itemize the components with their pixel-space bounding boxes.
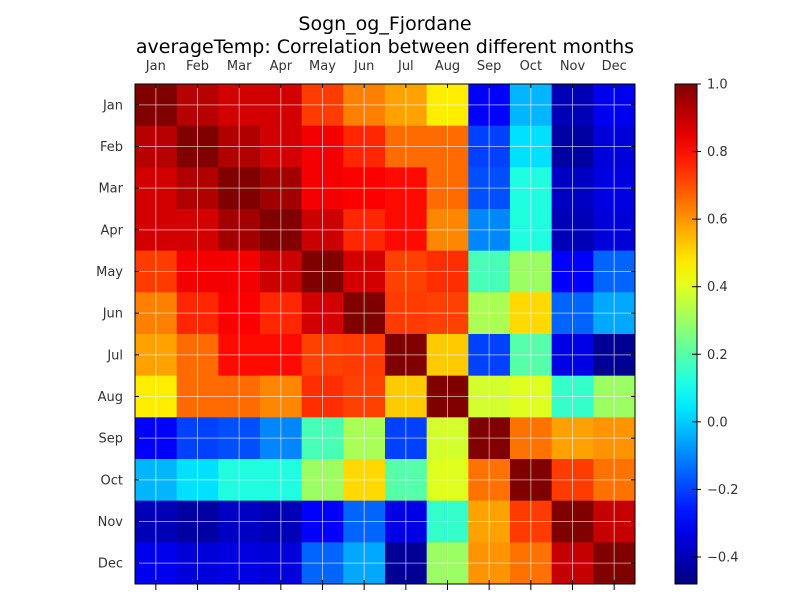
y-tick-label: Mar (98, 182, 123, 197)
colorbar-tick-label: 0.4 (707, 280, 728, 295)
x-tick-label: Sep (477, 59, 502, 74)
x-tick-label: Jul (397, 59, 414, 74)
colorbar-gradient (674, 83, 698, 585)
y-tick-label: Oct (101, 473, 123, 488)
x-tick-label: Jan (145, 59, 166, 74)
y-tick-label: Nov (98, 515, 124, 530)
x-tick-label: May (309, 59, 336, 74)
colorbar: 1.0 0.8 0.6 0.4 0.2 0.0 −0.2 −0.4 (674, 78, 739, 585)
y-tick-label: May (96, 265, 123, 280)
colorbar-tick-label: 0.0 (707, 415, 728, 430)
colorbar-tick-label: 0.2 (707, 348, 728, 363)
x-tick-label: Aug (435, 59, 460, 74)
colorbar-tick-label: 1.0 (707, 78, 728, 93)
y-tick-label: Jun (102, 307, 123, 322)
y-tick-label: Jan (102, 98, 123, 113)
x-tick-label: Jun (353, 59, 374, 74)
heatmap-grid (135, 84, 635, 584)
y-tick-label: Apr (101, 223, 124, 238)
colorbar-tick-label: 0.6 (707, 213, 728, 228)
chart-subtitle: averageTemp: Correlation between differe… (136, 36, 634, 58)
x-tick-label: Dec (602, 59, 627, 74)
x-tick-label: Oct (520, 59, 542, 74)
y-tick-label: Aug (98, 390, 123, 405)
y-tick-label: Sep (98, 432, 123, 447)
colorbar-tick-label: −0.2 (707, 483, 739, 498)
colorbar-tick-label: −0.4 (707, 550, 739, 565)
colorbar-tick-label: 0.8 (707, 145, 728, 160)
chart-title: Sogn_og_Fjordane (298, 13, 471, 35)
y-tick-label: Feb (100, 140, 123, 155)
y-tick-label: Dec (98, 557, 123, 572)
y-tick-label: Jul (106, 348, 123, 363)
heatmap-cells (135, 84, 636, 585)
plot-frame (134, 83, 636, 585)
x-tick-label: Nov (560, 59, 586, 74)
x-tick-label: Feb (186, 59, 209, 74)
x-tick-label: Mar (227, 59, 252, 74)
x-tick-label: Apr (270, 59, 293, 74)
heatmap-axes: Jan Feb Mar Apr May Jun Jul Aug Sep Oct Nov Dec Jan F… (96, 59, 635, 590)
